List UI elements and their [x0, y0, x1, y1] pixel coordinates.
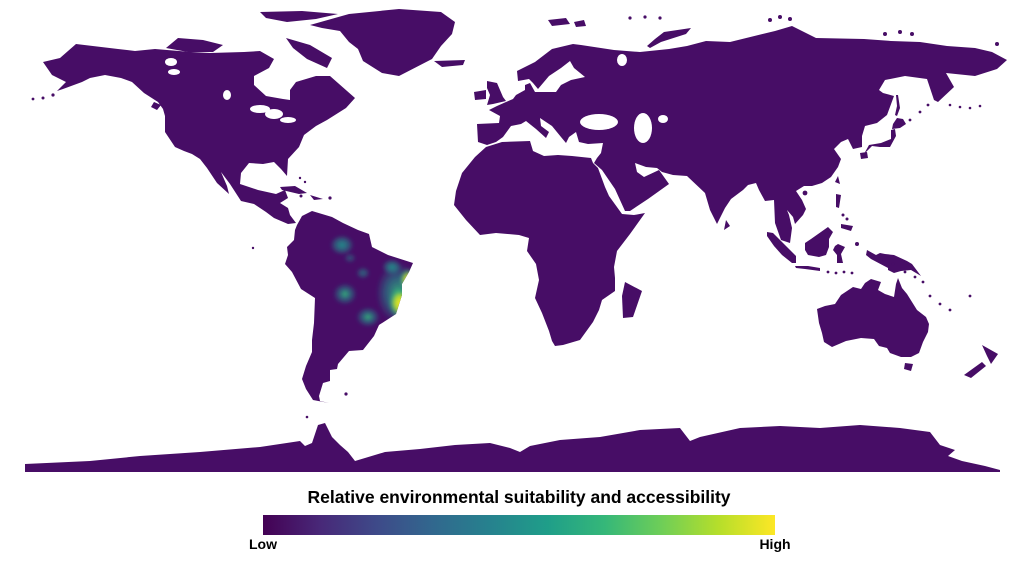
colorbar-title: Relative environmental suitability and a…	[307, 487, 731, 507]
continent-north-america	[31, 44, 355, 224]
pacific-islands	[903, 103, 982, 312]
world-map	[25, 9, 1007, 472]
new-zealand	[964, 345, 998, 378]
inland-seas	[580, 54, 668, 143]
canadian-arctic-islands	[166, 11, 338, 68]
sri-lanka	[724, 220, 730, 230]
aleutian-islands	[31, 93, 55, 101]
greenland	[310, 9, 455, 76]
continent-south-america	[251, 211, 413, 403]
iceland	[434, 60, 465, 67]
colorbar-label-low: Low	[249, 536, 277, 552]
north-america-lakes	[165, 58, 296, 123]
southeast-asia-islands	[767, 194, 921, 276]
british-isles	[474, 81, 506, 105]
continent-antarctica	[25, 415, 1000, 472]
arctic-islands	[548, 15, 999, 48]
madagascar	[622, 282, 642, 318]
world-map-svg	[25, 9, 1007, 472]
caribbean-islands	[280, 176, 332, 200]
tasmania	[904, 363, 913, 371]
continent-africa	[454, 141, 645, 346]
taiwan-hainan	[802, 176, 840, 196]
japan	[860, 95, 930, 159]
colorbar-gradient	[263, 515, 775, 535]
colorbar-label-high: High	[759, 536, 791, 552]
continent-australia	[817, 103, 998, 378]
continent-eurasia	[477, 26, 1007, 243]
